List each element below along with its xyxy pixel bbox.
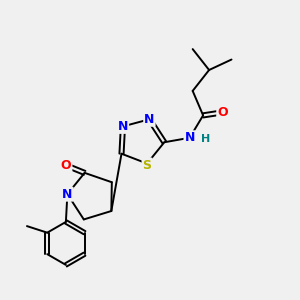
Text: N: N bbox=[118, 120, 128, 133]
Text: H: H bbox=[201, 134, 210, 144]
Text: N: N bbox=[184, 131, 195, 144]
Text: O: O bbox=[61, 159, 71, 172]
Text: N: N bbox=[144, 113, 154, 126]
Text: O: O bbox=[217, 106, 228, 119]
Text: S: S bbox=[142, 158, 152, 172]
Text: N: N bbox=[62, 188, 73, 201]
